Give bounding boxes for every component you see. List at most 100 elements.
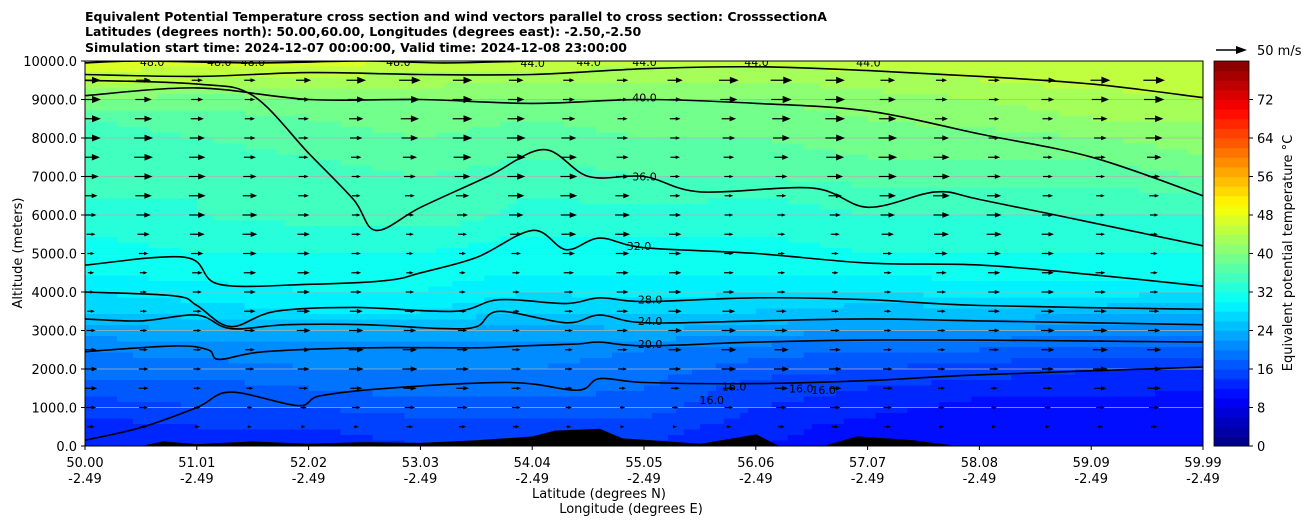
theta-cell [148, 165, 158, 172]
theta-cell [955, 154, 965, 161]
theta-cell [1171, 143, 1180, 150]
theta-cell [276, 77, 286, 84]
theta-cell [332, 105, 342, 112]
theta-cell [460, 248, 469, 255]
theta-cell [132, 132, 142, 139]
theta-cell [85, 248, 94, 255]
theta-cell [1003, 242, 1012, 249]
theta-cell [396, 94, 406, 101]
theta-cell [188, 242, 198, 249]
theta-cell [819, 61, 829, 68]
theta-cell [1051, 226, 1060, 233]
theta-cell [388, 143, 398, 150]
theta-cell [691, 61, 701, 68]
theta-cell [923, 88, 933, 95]
theta-cell [859, 209, 869, 216]
theta-cell [731, 127, 741, 134]
theta-cell [612, 99, 621, 106]
theta-cell [116, 66, 126, 73]
theta-cell [1019, 154, 1028, 161]
theta-cell [971, 154, 980, 161]
theta-cell [356, 61, 366, 68]
theta-cell [612, 198, 621, 205]
theta-cell [827, 204, 837, 211]
theta-cell [188, 94, 198, 101]
theta-cell [572, 149, 581, 156]
theta-cell [931, 215, 941, 222]
theta-cell [580, 121, 589, 128]
theta-cell [348, 66, 358, 73]
theta-cell [404, 132, 414, 139]
theta-cell [963, 187, 973, 194]
theta-cell [452, 83, 461, 90]
theta-cell [532, 193, 541, 200]
theta-cell [907, 66, 917, 73]
theta-cell [556, 187, 565, 194]
theta-cell [260, 99, 270, 106]
theta-cell [372, 242, 382, 249]
theta-cell [1115, 83, 1124, 90]
theta-cell [276, 72, 286, 79]
theta-cell [444, 83, 453, 90]
theta-cell [659, 94, 669, 101]
theta-cell [979, 121, 988, 128]
theta-cell [755, 88, 765, 95]
theta-cell [636, 121, 645, 128]
theta-cell [651, 132, 661, 139]
theta-cell [92, 176, 102, 183]
theta-cell [404, 171, 414, 178]
theta-cell [827, 242, 837, 249]
theta-cell [1115, 121, 1124, 128]
theta-cell [228, 242, 238, 249]
theta-cell [92, 61, 102, 68]
theta-cell [923, 176, 933, 183]
theta-cell [955, 204, 965, 211]
theta-cell [284, 253, 294, 260]
theta-cell [675, 154, 685, 161]
theta-cell [364, 160, 374, 167]
theta-cell [484, 138, 493, 145]
theta-cell [1187, 127, 1196, 134]
theta-cell [500, 204, 509, 211]
theta-cell [220, 66, 230, 73]
theta-cell [492, 176, 501, 183]
theta-cell [468, 220, 477, 227]
theta-cell [276, 165, 286, 172]
theta-cell [276, 226, 286, 233]
theta-cell [755, 176, 765, 183]
theta-cell [532, 83, 541, 90]
theta-cell [116, 83, 126, 90]
theta-cell [308, 193, 318, 200]
theta-cell [540, 83, 549, 90]
theta-cell [300, 149, 310, 156]
theta-cell [428, 143, 437, 150]
theta-cell [1059, 237, 1068, 244]
theta-cell [556, 61, 565, 68]
theta-cell [636, 165, 645, 172]
theta-cell [492, 165, 501, 172]
theta-cell [436, 110, 445, 117]
theta-cell [540, 77, 549, 84]
theta-cell [460, 143, 469, 150]
theta-cell [564, 121, 573, 128]
theta-cell [636, 110, 645, 117]
theta-cell [85, 160, 94, 167]
theta-cell [1131, 154, 1140, 161]
theta-cell [188, 138, 198, 145]
theta-cell [396, 149, 406, 156]
theta-cell [204, 242, 214, 249]
theta-cell [707, 226, 717, 233]
theta-cell [899, 198, 909, 205]
theta-cell [947, 66, 957, 73]
theta-cell [1123, 226, 1132, 233]
theta-cell [715, 165, 725, 172]
theta-cell [1107, 88, 1116, 95]
theta-cell [172, 209, 182, 216]
theta-cell [460, 237, 469, 244]
theta-cell [1019, 116, 1028, 123]
theta-cell [580, 198, 589, 205]
theta-cell [875, 143, 885, 150]
theta-cell [372, 154, 382, 161]
theta-cell [907, 226, 917, 233]
theta-cell [85, 110, 94, 117]
